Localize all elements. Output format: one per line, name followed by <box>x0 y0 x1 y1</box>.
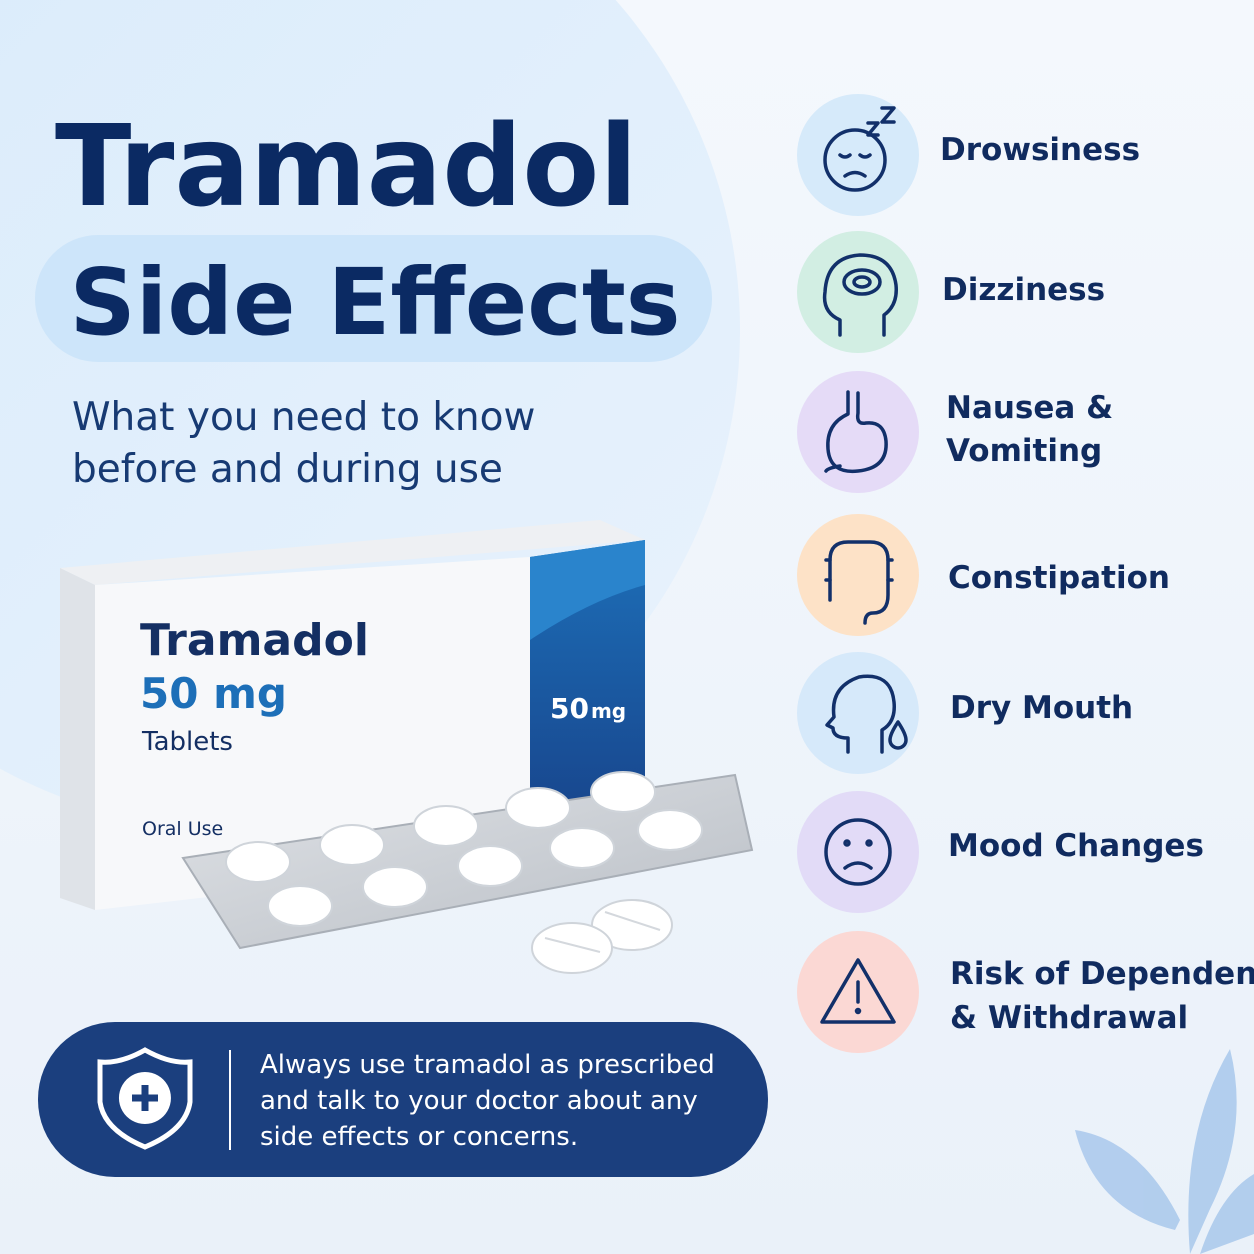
box-route: Oral Use <box>142 818 223 840</box>
medicine-box: Tramadol 50 mg Tablets Oral Use 50 mg <box>60 520 645 910</box>
side-effect-label: Dry Mouth <box>950 690 1133 726</box>
side-effect-label: Dizziness <box>942 272 1105 308</box>
side-effect-label: Drowsiness <box>940 132 1140 168</box>
tablet <box>549 827 615 869</box>
tablet <box>225 841 291 883</box>
subtitle: What you need to know <box>72 395 535 440</box>
warning-icon <box>820 958 896 1024</box>
tablet <box>362 866 428 908</box>
nausea-icon <box>824 390 888 474</box>
tablet <box>319 824 385 866</box>
tablet <box>267 885 333 927</box>
tablet <box>457 845 523 887</box>
side-effect-list: Drowsiness Dizziness Nausea & Vomiting C… <box>797 94 1254 1053</box>
side-effect-label: Constipation <box>948 560 1170 596</box>
icon-circle <box>797 371 919 493</box>
blister-pack <box>181 771 754 974</box>
side-effect-label: Mood Changes <box>948 828 1204 864</box>
drowsiness-icon <box>823 106 896 192</box>
leaf <box>1075 1130 1180 1230</box>
tablet-score <box>604 911 661 931</box>
box-top <box>60 520 645 585</box>
highlight-title: Side Effects <box>69 249 680 356</box>
icon-circle <box>797 652 919 774</box>
side-effect-label: Vomiting <box>946 433 1102 469</box>
tablet-score <box>544 937 601 953</box>
box-side-number: 50 <box>550 692 589 725</box>
notice-banner: Always use tramadol as prescribed and ta… <box>38 1022 768 1177</box>
dizziness-icon <box>822 253 898 337</box>
box-side <box>60 568 95 910</box>
loose-tablet <box>531 922 613 974</box>
loose-tablet <box>591 899 673 951</box>
side-effect-label: Nausea & <box>946 390 1113 426</box>
box-side-strength: 50 mg <box>550 692 626 725</box>
icon-circle <box>797 791 919 913</box>
title: Tramadol <box>55 102 638 232</box>
box-accent <box>530 540 645 640</box>
notice-background <box>38 1022 768 1177</box>
box-side-unit: mg <box>591 699 626 723</box>
tablet <box>413 805 479 847</box>
notice-text: side effects or concerns. <box>260 1122 578 1152</box>
leaf <box>1188 1049 1237 1254</box>
notice-text: Always use tramadol as prescribed <box>260 1050 715 1080</box>
tablets <box>225 771 703 974</box>
subtitle: before and during use <box>72 447 503 492</box>
icon-circle <box>797 94 919 216</box>
mood-icon <box>824 818 892 886</box>
notice-text: and talk to your doctor about any <box>260 1086 698 1116</box>
dry-mouth-icon <box>825 674 908 754</box>
tablet <box>505 787 571 829</box>
constipation-icon <box>824 540 894 625</box>
side-effect-label: Risk of Dependence <box>950 956 1254 992</box>
icon-circle <box>797 514 919 636</box>
shield-icon <box>97 1047 193 1150</box>
box-form: Tablets <box>141 727 233 757</box>
tablet <box>637 809 703 851</box>
highlight-pill <box>35 235 712 362</box>
leaves-decoration <box>1075 1049 1254 1254</box>
cross <box>132 1085 158 1111</box>
side-effect-label: & Withdrawal <box>950 1000 1188 1036</box>
box-strength: 50 mg <box>140 669 287 718</box>
box-name: Tramadol <box>140 615 369 666</box>
leaf <box>1200 1174 1254 1254</box>
tablet <box>590 771 656 813</box>
